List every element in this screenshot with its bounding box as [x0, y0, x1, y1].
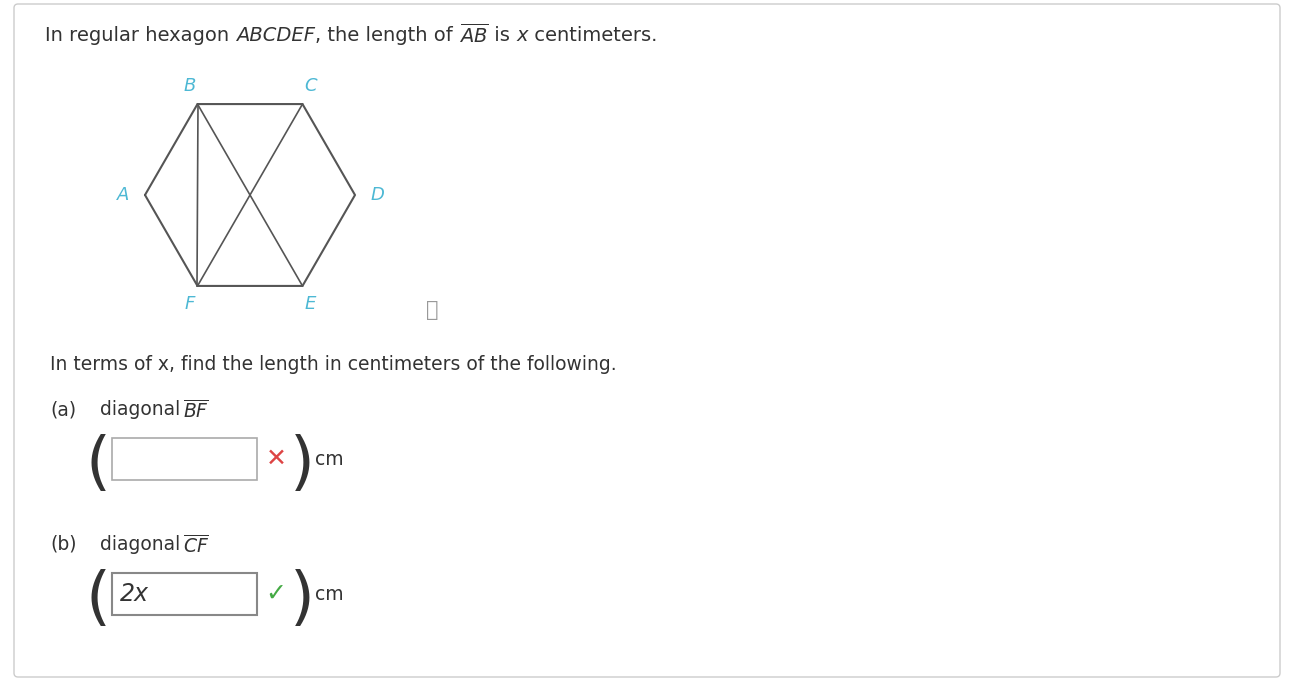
Text: , the length of: , the length of: [314, 25, 458, 45]
Text: x: x: [516, 25, 528, 45]
Text: 2x: 2x: [120, 582, 149, 606]
Text: ✕: ✕: [265, 447, 286, 471]
Text: ABCDEF: ABCDEF: [236, 25, 314, 45]
Text: is: is: [488, 25, 516, 45]
Text: diagonal: diagonal: [100, 535, 186, 554]
Text: $\overline{CF}$: $\overline{CF}$: [182, 535, 210, 557]
Text: A: A: [116, 186, 129, 204]
Bar: [113, 573, 258, 615]
Text: E: E: [305, 295, 316, 313]
Bar: [113, 438, 258, 480]
Text: $\overline{BF}$: $\overline{BF}$: [182, 400, 208, 422]
Text: ): ): [290, 569, 314, 631]
FancyBboxPatch shape: [14, 4, 1280, 677]
Text: $\overline{AB}$: $\overline{AB}$: [458, 23, 488, 47]
Text: F: F: [184, 295, 194, 313]
Text: ⓘ: ⓘ: [426, 300, 439, 320]
Text: (b): (b): [50, 535, 76, 554]
Text: In regular hexagon: In regular hexagon: [45, 25, 236, 45]
Text: centimeters.: centimeters.: [528, 25, 657, 45]
Text: C: C: [304, 77, 317, 95]
Text: (: (: [85, 569, 110, 631]
Text: cm: cm: [314, 449, 344, 469]
Text: diagonal: diagonal: [100, 400, 186, 419]
Text: ✓: ✓: [265, 582, 286, 606]
Text: D: D: [370, 186, 384, 204]
Text: cm: cm: [314, 584, 344, 603]
Text: (a): (a): [50, 400, 76, 419]
Text: In terms of x, find the length in centimeters of the following.: In terms of x, find the length in centim…: [50, 355, 617, 374]
Text: B: B: [184, 77, 195, 95]
Text: ): ): [290, 434, 314, 496]
Text: (: (: [85, 434, 110, 496]
